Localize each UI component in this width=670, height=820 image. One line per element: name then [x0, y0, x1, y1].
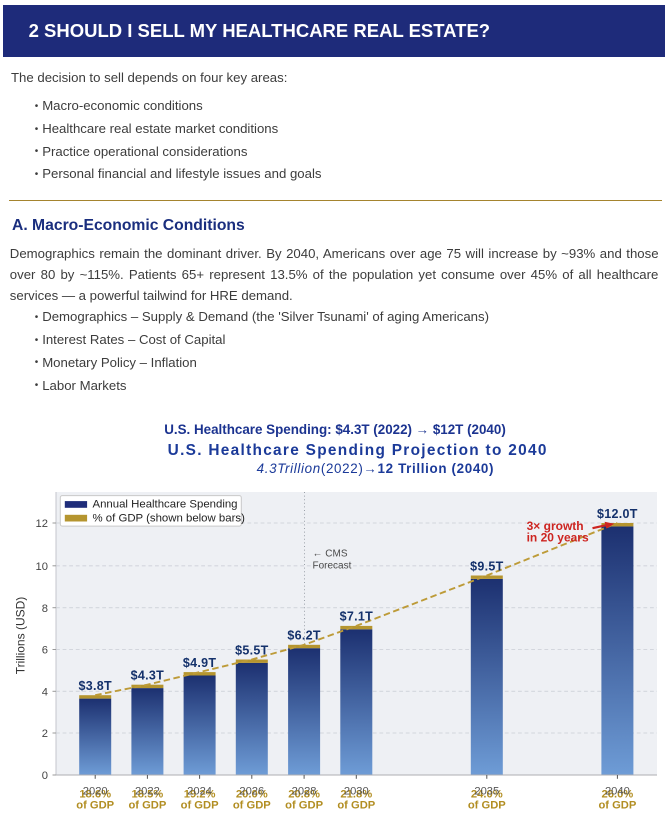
- svg-text:of GDP: of GDP: [181, 800, 219, 812]
- svg-text:10: 10: [36, 561, 48, 573]
- svg-text:2040: 2040: [605, 785, 630, 797]
- svg-text:20.0%: 20.0%: [236, 789, 268, 801]
- svg-text:of GDP: of GDP: [233, 800, 271, 812]
- svg-text:of GDP: of GDP: [337, 800, 375, 812]
- svg-text:Annual Healthcare Spending: Annual Healthcare Spending: [93, 499, 238, 511]
- svg-text:$4.3T: $4.3T: [131, 669, 165, 683]
- svg-text:24.0%: 24.0%: [471, 789, 503, 801]
- svg-text:0: 0: [42, 770, 48, 782]
- svg-text:26.0%: 26.0%: [602, 789, 634, 801]
- svg-text:19.2%: 19.2%: [184, 789, 216, 801]
- svg-text:$9.5T: $9.5T: [470, 559, 504, 573]
- svg-text:18.5%: 18.5%: [132, 789, 164, 801]
- svg-text:12: 12: [36, 518, 48, 530]
- svg-text:of GDP: of GDP: [128, 800, 166, 812]
- svg-text:% of GDP (shown below bars): % of GDP (shown below bars): [93, 512, 246, 524]
- svg-text:← CMS: ← CMS: [313, 549, 348, 560]
- svg-text:2024: 2024: [187, 785, 212, 797]
- svg-text:of GDP: of GDP: [76, 800, 114, 812]
- svg-text:21.8%: 21.8%: [340, 789, 372, 801]
- svg-text:$4.9T: $4.9T: [183, 656, 217, 670]
- svg-text:2020: 2020: [83, 785, 108, 797]
- svg-text:2026: 2026: [239, 785, 264, 797]
- svg-text:Forecast: Forecast: [313, 561, 352, 572]
- svg-text:of GDP: of GDP: [598, 800, 636, 812]
- svg-text:2035: 2035: [474, 785, 499, 797]
- svg-text:$12.0T: $12.0T: [597, 507, 638, 521]
- svg-text:$3.8T: $3.8T: [78, 679, 112, 693]
- svg-text:2028: 2028: [292, 785, 317, 797]
- svg-text:8: 8: [42, 603, 48, 615]
- svg-text:6: 6: [42, 645, 48, 657]
- svg-text:20.8%: 20.8%: [288, 789, 320, 801]
- svg-text:Trillions (USD): Trillions (USD): [14, 597, 28, 675]
- svg-text:4: 4: [42, 687, 48, 699]
- svg-text:of GDP: of GDP: [285, 800, 323, 812]
- svg-text:3× growth: 3× growth: [527, 519, 584, 533]
- svg-text:$7.1T: $7.1T: [340, 610, 374, 624]
- svg-text:$5.5T: $5.5T: [235, 643, 269, 657]
- svg-text:2030: 2030: [344, 785, 369, 797]
- svg-text:in 20 years: in 20 years: [527, 530, 589, 544]
- svg-text:2: 2: [42, 728, 48, 740]
- svg-text:18.6%: 18.6%: [79, 789, 111, 801]
- svg-text:$6.2T: $6.2T: [287, 629, 321, 643]
- svg-text:of GDP: of GDP: [468, 800, 506, 812]
- svg-text:2022: 2022: [135, 785, 160, 797]
